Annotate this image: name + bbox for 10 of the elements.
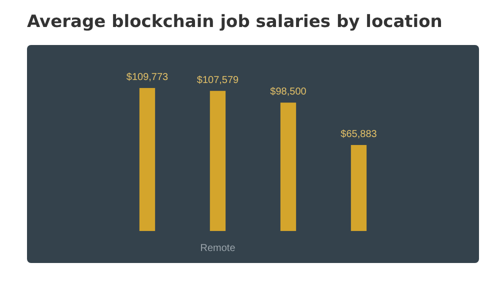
data-label: $65,883 (340, 129, 378, 140)
chart-title: Average blockchain job salaries by location (27, 12, 442, 32)
data-label: $109,773 (126, 72, 169, 84)
x-tick-label: Remote (200, 242, 236, 254)
bar (139, 88, 156, 231)
data-label: $98,500 (270, 86, 307, 98)
bar (350, 145, 367, 231)
bar (280, 102, 296, 231)
bar (210, 90, 226, 231)
data-label: $107,579 (196, 74, 240, 86)
